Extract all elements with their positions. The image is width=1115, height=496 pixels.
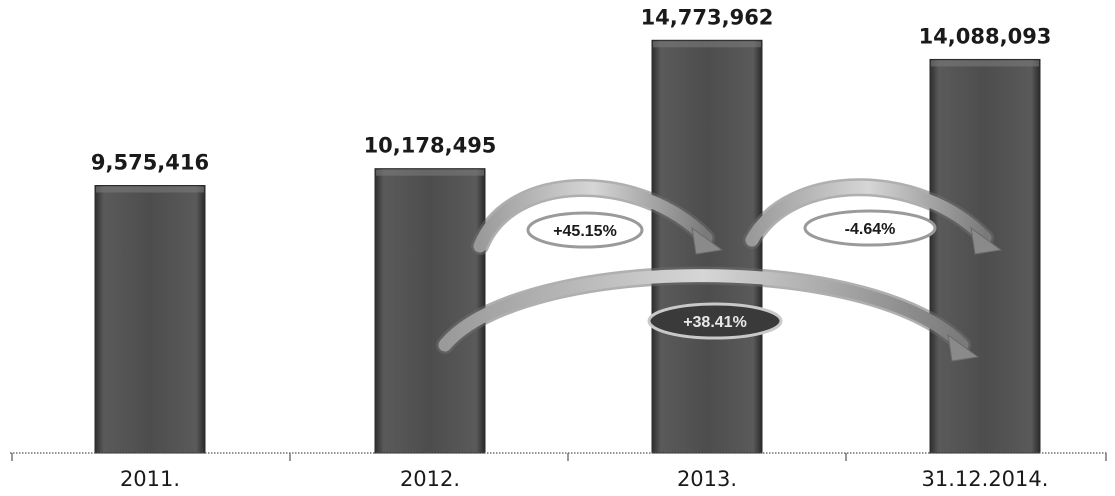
bar-2: [374, 168, 486, 454]
labels-layer: 9,575,416 2011. 10,178,495 2012. 14,773,962 2…: [91, 5, 1052, 491]
tick-label-1: 2011.: [120, 467, 180, 491]
value-label-1: 9,575,416: [91, 151, 209, 175]
arrow-head: [970, 226, 1003, 255]
bar-bevel-3: [653, 41, 761, 48]
tick-label-2: 2012.: [400, 467, 460, 491]
change-label-1: +45.15%: [553, 223, 617, 240]
tick-label-3: 2013.: [677, 467, 737, 491]
tick-label-4: 31.12.2014.: [922, 467, 1049, 491]
value-label-3: 14,773,962: [641, 5, 774, 29]
change-arrow-1: +45.15%: [471, 179, 724, 255]
arrow-head: [947, 333, 980, 362]
change-oval-1: [526, 211, 644, 249]
arrow-body: [473, 181, 713, 253]
arrow-body: [438, 269, 969, 352]
change-arrow-2: -4.64%: [743, 178, 1003, 255]
bar-bevel-1: [96, 186, 204, 193]
change-arrows: +45.15% -4.64% +38.41%: [436, 178, 1003, 362]
value-label-2: 10,178,495: [364, 134, 497, 158]
bar-4: [929, 58, 1041, 454]
change-label-3: +38.41%: [683, 314, 747, 331]
value-label-4: 14,088,093: [919, 24, 1052, 48]
bar-bevel-2: [376, 169, 484, 176]
bar-bevel-4: [931, 60, 1039, 67]
x-axis: [10, 452, 1108, 461]
bar-1: [94, 185, 206, 454]
arrow-body: [745, 180, 992, 247]
change-label-2: -4.64%: [845, 221, 896, 238]
change-oval-3: [647, 302, 783, 340]
bars-layer: [94, 39, 1041, 454]
arrow-head: [691, 226, 724, 255]
change-arrow-3: +38.41%: [436, 266, 980, 362]
change-oval-2: [803, 209, 937, 247]
